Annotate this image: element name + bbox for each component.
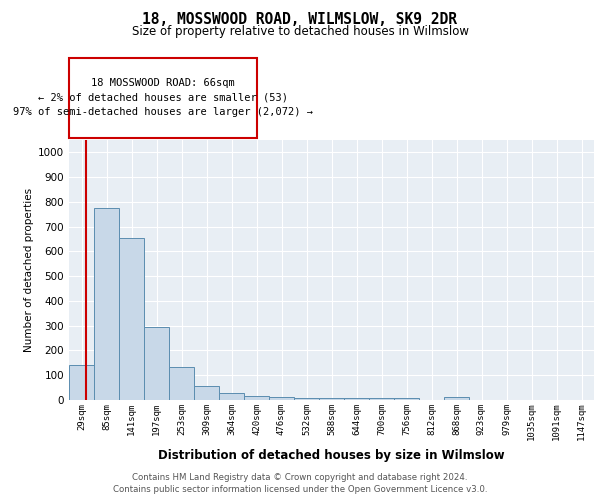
X-axis label: Distribution of detached houses by size in Wilmslow: Distribution of detached houses by size … [158,448,505,462]
Bar [444,397,469,400]
Bar [319,398,344,400]
Bar [119,238,144,400]
Text: Contains public sector information licensed under the Open Government Licence v3: Contains public sector information licen… [113,485,487,494]
Bar [219,392,244,400]
Bar [344,398,369,400]
Bar [394,398,419,400]
Bar [244,396,269,400]
Text: Size of property relative to detached houses in Wilmslow: Size of property relative to detached ho… [131,25,469,38]
Text: 18, MOSSWOOD ROAD, WILMSLOW, SK9 2DR: 18, MOSSWOOD ROAD, WILMSLOW, SK9 2DR [143,12,458,28]
Text: Contains HM Land Registry data © Crown copyright and database right 2024.: Contains HM Land Registry data © Crown c… [132,472,468,482]
Bar [194,386,219,400]
Text: 18 MOSSWOOD ROAD: 66sqm
← 2% of detached houses are smaller (53)
97% of semi-det: 18 MOSSWOOD ROAD: 66sqm ← 2% of detached… [13,78,313,117]
Bar [269,397,294,400]
Bar [144,327,169,400]
Bar [69,366,94,400]
Bar [94,208,119,400]
Bar [369,398,394,400]
Bar [169,366,194,400]
Y-axis label: Number of detached properties: Number of detached properties [24,188,34,352]
Bar [294,398,319,400]
